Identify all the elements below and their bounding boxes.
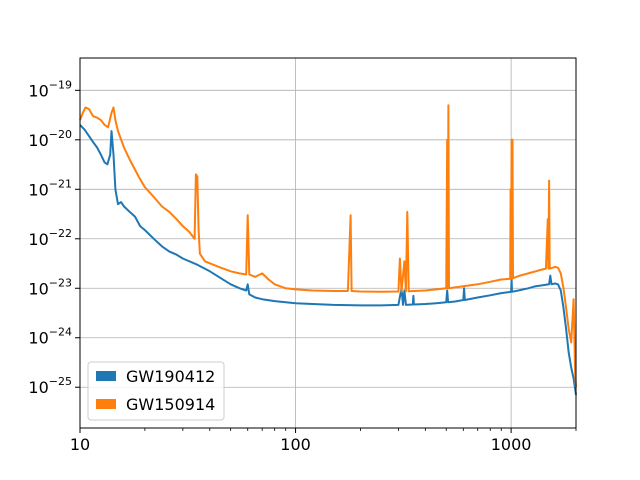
y-tick-label: 10−24 — [28, 326, 72, 348]
y-tick-mantissa: 10 — [28, 131, 48, 150]
x-tick-label: 1000 — [491, 435, 532, 454]
y-tick-label: 10−20 — [28, 128, 72, 150]
y-tick-exponent: −22 — [49, 227, 72, 240]
grid — [79, 58, 576, 428]
legend-swatch-gw190412 — [96, 371, 116, 381]
plot-frame — [79, 57, 577, 429]
y-tick-mantissa: 10 — [28, 329, 48, 348]
y-tick-exponent: −20 — [49, 128, 72, 141]
y-tick-mantissa: 10 — [28, 180, 48, 199]
y-tick-exponent: −25 — [49, 375, 72, 388]
y-tick-exponent: −19 — [49, 78, 72, 91]
legend-label-gw150914: GW150914 — [126, 395, 215, 414]
x-tick-label: 10 — [70, 435, 90, 454]
x-tick-label: 100 — [280, 435, 311, 454]
legend-label-gw190412: GW190412 — [126, 367, 215, 386]
y-tick-label: 10−22 — [28, 227, 72, 249]
y-tick-label: 10−21 — [28, 177, 72, 199]
y-tick-mantissa: 10 — [28, 279, 48, 298]
y-tick-label: 10−23 — [28, 276, 72, 298]
legend-box — [87, 361, 225, 421]
series-layer — [79, 104, 577, 396]
series-line-gw190412 — [79, 124, 577, 396]
legend: GW190412 GW150914 — [87, 361, 225, 421]
y-tick-exponent: −24 — [49, 326, 72, 339]
y-tick-mantissa: 10 — [28, 81, 48, 100]
legend-swatch-gw150914 — [96, 399, 116, 409]
y-tick-label: 10−25 — [28, 375, 72, 397]
series-line-gw150914 — [79, 104, 577, 388]
axis-ticks: 10 100 100010−2510−2410−2310−2210−2110−201… — [28, 78, 577, 454]
y-tick-exponent: −23 — [49, 276, 72, 289]
y-tick-mantissa: 10 — [28, 378, 48, 397]
y-tick-exponent: −21 — [49, 177, 72, 190]
y-tick-mantissa: 10 — [28, 230, 48, 249]
y-tick-label: 10−19 — [28, 78, 72, 100]
